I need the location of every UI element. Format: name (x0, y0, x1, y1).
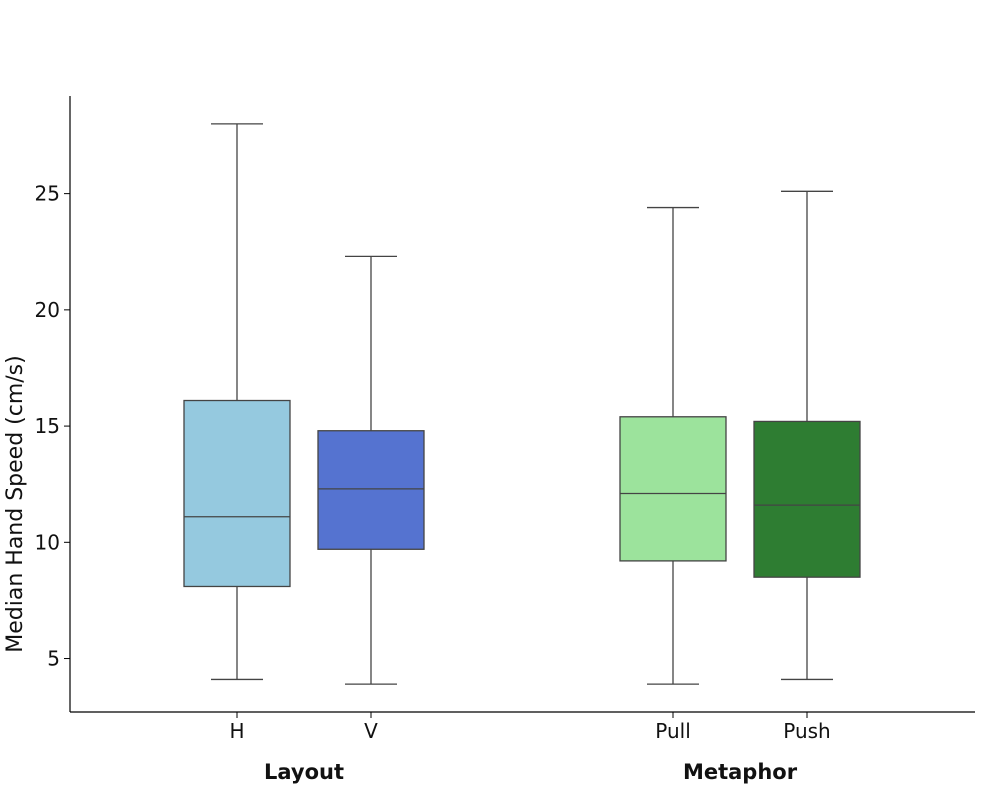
y-tick-label: 15 (35, 414, 60, 438)
y-axis-label: Median Hand Speed (cm/s) (3, 355, 28, 652)
y-tick-label: 5 (47, 647, 60, 671)
box-body (619, 416, 727, 562)
box-body (753, 420, 861, 578)
group-label-layout: Layout (264, 760, 344, 784)
labels: Median Hand Speed (cm/s) H V Pull Push Layout… (3, 355, 831, 784)
y-tick-label: 25 (35, 182, 60, 206)
box-push (753, 190, 861, 681)
box-h (183, 123, 291, 681)
box-body (183, 399, 291, 588)
y-tick-label: 10 (35, 530, 60, 554)
y-tick-label: 20 (35, 298, 60, 322)
group-label-metaphor: Metaphor (683, 760, 798, 784)
x-tick-label: V (364, 719, 378, 743)
axes: 5 10 15 20 25 (35, 96, 975, 718)
x-tick-label: H (229, 719, 244, 743)
box-body (317, 430, 425, 550)
x-tick-label: Pull (655, 719, 691, 743)
boxes (183, 123, 861, 685)
box-pull (619, 206, 727, 685)
x-tick-label: Push (783, 719, 830, 743)
box-v (317, 255, 425, 685)
